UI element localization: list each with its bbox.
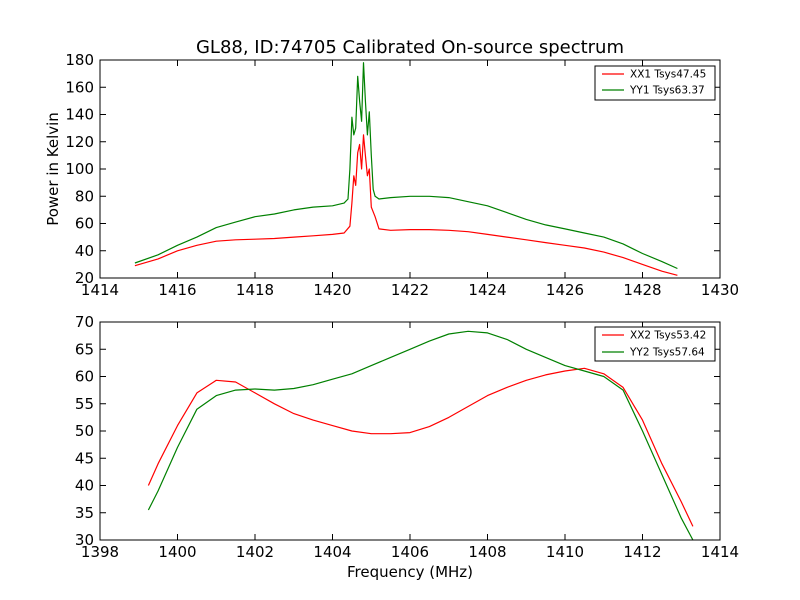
top-y-tick-label: 40 <box>75 242 94 260</box>
top-x-tick-label: 1430 <box>701 281 739 299</box>
bottom-chart-plot-area: 1398 1400 1402 1404 1406 1408 1410 1412 1414 30 35… <box>75 313 739 561</box>
top-chart-legend: XX1 Tsys47.45 YY1 Tsys63.37 <box>594 65 716 101</box>
bottom-y-tick-label: 70 <box>75 313 94 331</box>
bottom-x-tick-label: 1398 <box>81 543 119 561</box>
top-x-tick-label: 1428 <box>623 281 661 299</box>
top-y-tick-label: 60 <box>75 215 94 233</box>
top-legend-box <box>594 65 716 101</box>
top-y-tick-label: 140 <box>65 106 94 124</box>
bottom-y-tick-label: 50 <box>75 422 94 440</box>
bottom-series-1-line <box>147 367 694 527</box>
bottom-y-tick-label: 45 <box>75 449 94 467</box>
bottom-x-tick-label: 1412 <box>623 543 661 561</box>
bottom-y-tick-label: 60 <box>75 368 94 386</box>
bottom-series-2-line <box>147 330 694 541</box>
top-x-tick-label: 1416 <box>158 281 196 299</box>
top-y-tick-label: 80 <box>75 187 94 205</box>
top-x-tick-label: 1418 <box>236 281 274 299</box>
legend-label-yy2: YY2 Tsys57.64 <box>629 347 705 359</box>
top-x-tick-label: 1414 <box>81 281 119 299</box>
top-chart-plot-area: 1414 1416 1418 1420 1422 1424 1426 1428 1430 20 40… <box>65 51 739 299</box>
bottom-chart: 1398 1400 1402 1404 1406 1408 1410 1412 1414 30 35… <box>75 313 739 581</box>
top-y-tick-label: 160 <box>65 78 94 96</box>
top-series-2-line <box>134 62 678 270</box>
top-x-tick-label: 1420 <box>313 281 351 299</box>
bottom-chart-legend: XX2 Tsys53.42 YY2 Tsys57.64 <box>594 326 716 362</box>
bottom-legend-box <box>594 326 716 362</box>
top-chart-title: GL88, ID:74705 Calibrated On-source spec… <box>196 37 624 58</box>
bottom-chart-x-axis-label: Frequency (MHz) <box>347 563 473 581</box>
bottom-y-tick-label: 55 <box>75 395 94 413</box>
top-x-tick-label: 1424 <box>468 281 506 299</box>
bottom-x-tick-label: 1406 <box>391 543 429 561</box>
top-y-tick-label: 100 <box>65 160 94 178</box>
top-chart-axes-frame <box>99 59 721 279</box>
top-series-1-line <box>134 134 678 276</box>
bottom-y-tick-label: 30 <box>75 531 94 549</box>
bottom-x-tick-label: 1400 <box>158 543 196 561</box>
legend-label-xx2: XX2 Tsys53.42 <box>630 330 706 342</box>
bottom-y-tick-label: 65 <box>75 340 94 358</box>
bottom-x-tick-label: 1410 <box>546 543 584 561</box>
bottom-y-tick-label: 35 <box>75 504 94 522</box>
bottom-x-tick-label: 1414 <box>701 543 739 561</box>
top-x-tick-label: 1426 <box>546 281 584 299</box>
top-chart-y-axis-label: Power in Kelvin <box>44 112 62 226</box>
top-y-tick-label: 20 <box>75 269 94 287</box>
bottom-x-tick-label: 1404 <box>313 543 351 561</box>
bottom-y-tick-label: 40 <box>75 477 94 495</box>
bottom-chart-axes-frame <box>99 321 721 541</box>
top-y-tick-label: 180 <box>65 51 94 69</box>
legend-label-xx1: XX1 Tsys47.45 <box>630 69 706 81</box>
top-chart: GL88, ID:74705 Calibrated On-source spec… <box>44 37 739 299</box>
bottom-x-tick-label: 1402 <box>236 543 274 561</box>
top-y-tick-label: 120 <box>65 133 94 151</box>
bottom-x-tick-label: 1408 <box>468 543 506 561</box>
legend-label-yy1: YY1 Tsys63.37 <box>629 85 705 97</box>
top-x-tick-label: 1422 <box>391 281 429 299</box>
